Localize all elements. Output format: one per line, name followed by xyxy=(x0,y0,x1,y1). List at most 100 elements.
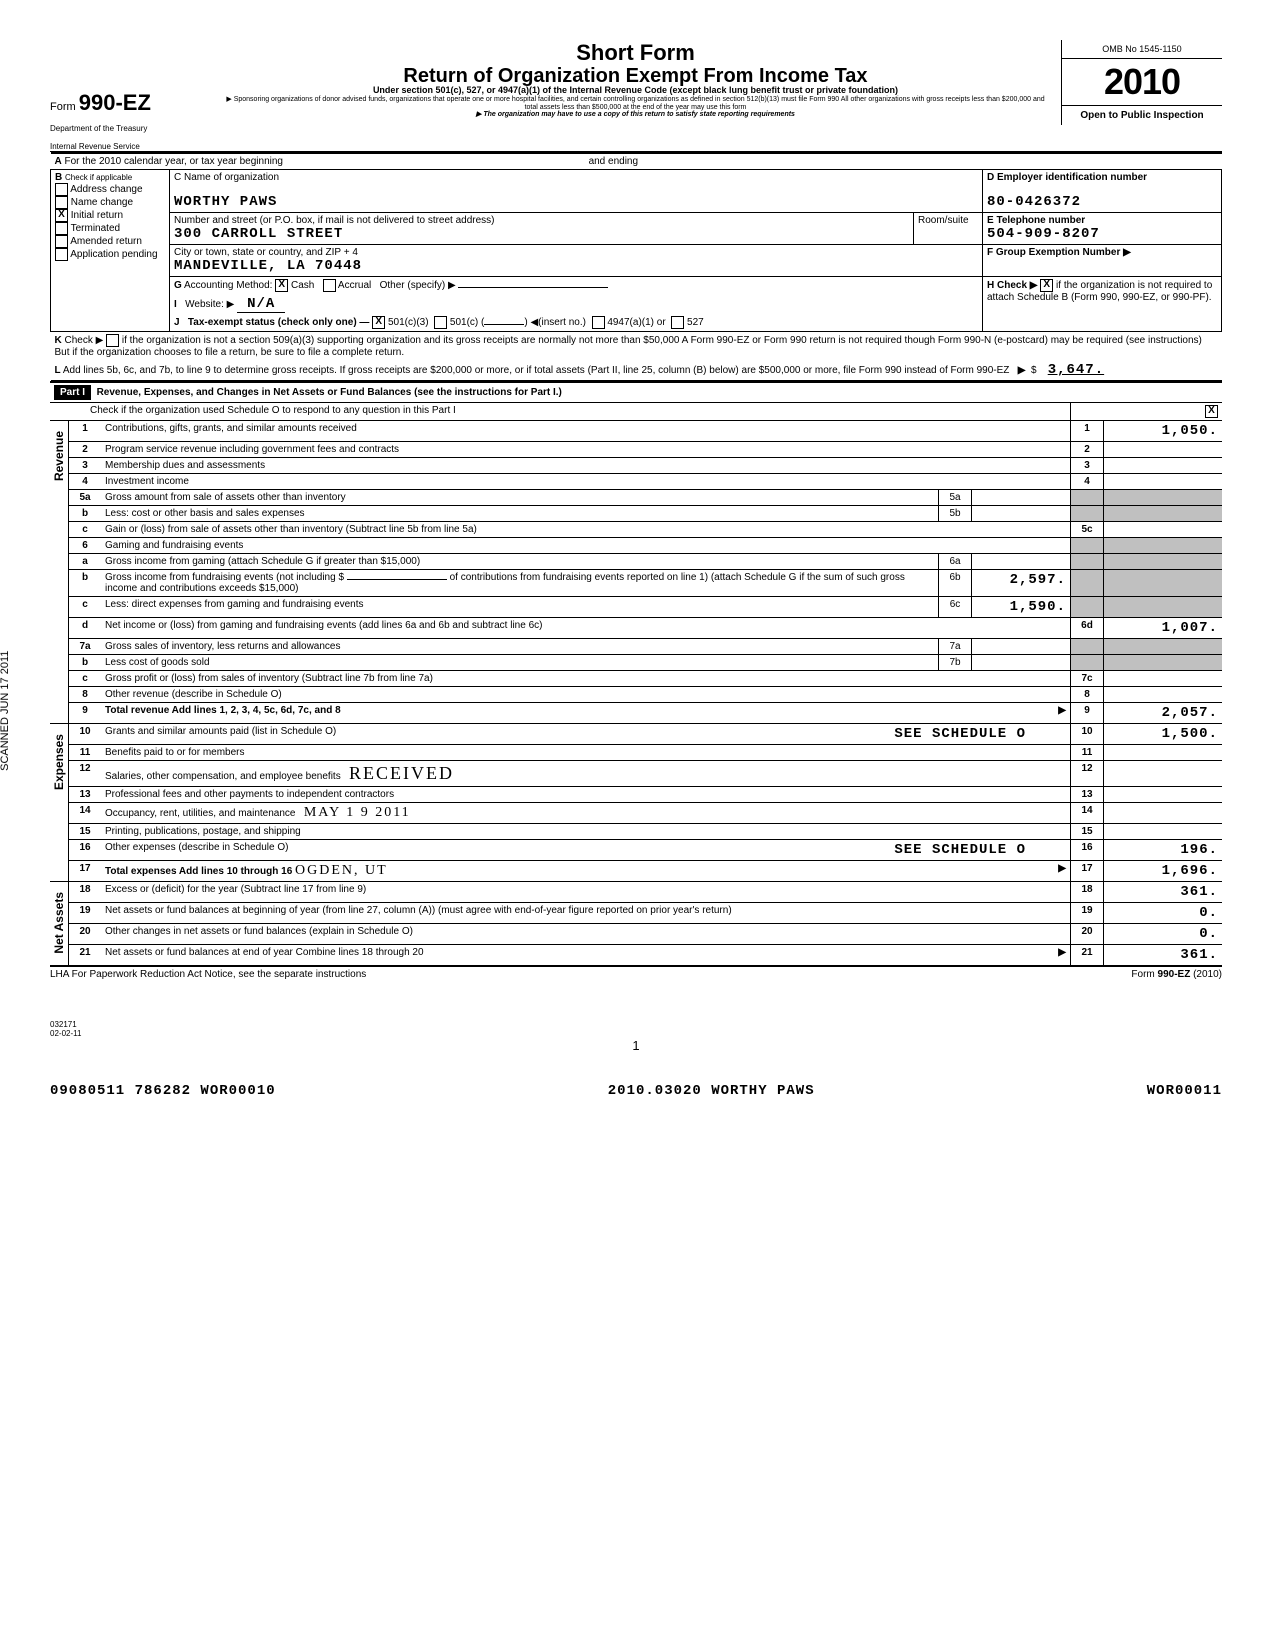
501c3-checkbox[interactable]: X xyxy=(372,316,385,329)
line-ref: 17 xyxy=(1071,861,1104,882)
line-amount: 361. xyxy=(1104,882,1223,903)
accrual-label: Accrual xyxy=(338,280,371,291)
subtitle: Under section 501(c), 527, or 4947(a)(1)… xyxy=(220,86,1051,96)
addr-change-checkbox[interactable] xyxy=(55,183,68,196)
inner-amount: 2,597. xyxy=(972,570,1071,597)
line-amount: 1,500. xyxy=(1104,724,1223,745)
line-num: 3 xyxy=(69,458,102,474)
line-num: c xyxy=(69,522,102,538)
501c3-label: 501(c)(3) xyxy=(388,317,429,328)
line-num: 18 xyxy=(69,882,102,903)
open-public: Open to Public Inspection xyxy=(1062,106,1222,125)
501c-checkbox[interactable] xyxy=(434,316,447,329)
line-ref: 21 xyxy=(1071,945,1104,966)
line-ref: 4 xyxy=(1071,474,1104,490)
amended-checkbox[interactable] xyxy=(55,235,68,248)
line-amount xyxy=(1104,761,1223,787)
line-num: 19 xyxy=(69,903,102,924)
sched-b-checkbox[interactable]: X xyxy=(1040,279,1053,292)
501c-label: 501(c) ( xyxy=(450,317,484,328)
cash-label: Cash xyxy=(291,280,314,291)
app-pending-label: Application pending xyxy=(70,249,157,260)
line-amount xyxy=(1104,824,1223,840)
line-ref: 3 xyxy=(1071,458,1104,474)
line-ref: 18 xyxy=(1071,882,1104,903)
line-text: Contributions, gifts, grants, and simila… xyxy=(101,421,1071,442)
line-amount: 361. xyxy=(1104,945,1223,966)
line-num: 20 xyxy=(69,924,102,945)
inner-box: 6c xyxy=(939,597,972,618)
line-text: Less: cost or other basis and sales expe… xyxy=(101,506,939,522)
line-text: Occupancy, rent, utilities, and maintena… xyxy=(105,808,295,819)
line-num: 11 xyxy=(69,745,102,761)
line-num: c xyxy=(69,597,102,618)
line-text: Program service revenue including govern… xyxy=(101,442,1071,458)
code1: 032171 xyxy=(50,1020,1222,1029)
line-text: Salaries, other compensation, and employ… xyxy=(105,771,341,782)
line-ref: 10 xyxy=(1071,724,1104,745)
4947-label: 4947(a)(1) or xyxy=(607,317,665,328)
inner-box: 7a xyxy=(939,639,972,655)
k-label: Check ▶ xyxy=(65,335,104,346)
line-amount xyxy=(1104,458,1223,474)
line-ref: 6d xyxy=(1071,618,1104,639)
l-amount: 3,647. xyxy=(1048,362,1104,378)
line-num: a xyxy=(69,554,102,570)
line-ref: 15 xyxy=(1071,824,1104,840)
inner-box: 6a xyxy=(939,554,972,570)
line-text: Less cost of goods sold xyxy=(101,655,939,671)
ein: 80-0426372 xyxy=(987,194,1081,210)
inner-amount: 1,590. xyxy=(972,597,1071,618)
527-checkbox[interactable] xyxy=(671,316,684,329)
date-stamp: MAY 1 9 2011 xyxy=(304,805,411,820)
omb-number: OMB No 1545-1150 xyxy=(1062,40,1222,59)
cash-checkbox[interactable]: X xyxy=(275,279,288,292)
tax-year: 2010 xyxy=(1062,59,1222,106)
initial-return-checkbox[interactable]: X xyxy=(55,209,68,222)
part1-title: Revenue, Expenses, and Changes in Net As… xyxy=(97,387,562,398)
sched-o-checkbox[interactable]: X xyxy=(1205,405,1218,418)
website-label: Website: ▶ xyxy=(185,299,234,310)
line-num: b xyxy=(69,506,102,522)
inner-box: 5b xyxy=(939,506,972,522)
line-text: Net assets or fund balances at beginning… xyxy=(101,903,1071,924)
line-text: Gross profit or (loss) from sales of inv… xyxy=(101,671,1071,687)
terminated-checkbox[interactable] xyxy=(55,222,68,235)
name-change-checkbox[interactable] xyxy=(55,196,68,209)
527-label: 527 xyxy=(687,317,704,328)
line-amount xyxy=(1104,442,1223,458)
expenses-vert-label: Expenses xyxy=(50,724,68,800)
irs: Internal Revenue Service xyxy=(50,142,210,152)
name-change-label: Name change xyxy=(71,197,133,208)
line-ref: 12 xyxy=(1071,761,1104,787)
line-amount xyxy=(1104,745,1223,761)
line-num: 16 xyxy=(69,840,102,861)
revenue-vert-label: Revenue xyxy=(50,421,68,491)
terminated-label: Terminated xyxy=(71,223,120,234)
line-num: 17 xyxy=(69,861,102,882)
line-num: c xyxy=(69,671,102,687)
app-pending-checkbox[interactable] xyxy=(55,248,68,261)
line-amount xyxy=(1104,474,1223,490)
line-num: 14 xyxy=(69,803,102,824)
line-amount: 1,050. xyxy=(1104,421,1223,442)
part1-table: Part I Revenue, Expenses, and Changes in… xyxy=(50,381,1222,966)
inner-amount xyxy=(972,490,1071,506)
line-text: Less: direct expenses from gaming and fu… xyxy=(101,597,939,618)
org-name: WORTHY PAWS xyxy=(174,194,277,210)
line-ref: 11 xyxy=(1071,745,1104,761)
city: MANDEVILLE, LA 70448 xyxy=(174,258,362,274)
line-num: 21 xyxy=(69,945,102,966)
line-num: 6 xyxy=(69,538,102,554)
footer-mid: 2010.03020 WORTHY PAWS xyxy=(608,1083,815,1099)
k-checkbox[interactable] xyxy=(106,334,119,347)
accrual-checkbox[interactable] xyxy=(323,279,336,292)
sponsor-note: ▶ Sponsoring organizations of donor advi… xyxy=(220,96,1051,111)
line-num: 2 xyxy=(69,442,102,458)
copy-note: ▶ The organization may have to use a cop… xyxy=(220,111,1051,119)
form-number: Form 990-EZ xyxy=(50,90,210,116)
line-text: Total revenue Add lines 1, 2, 3, 4, 5c, … xyxy=(105,705,341,716)
line-num: 1 xyxy=(69,421,102,442)
4947-checkbox[interactable] xyxy=(592,316,605,329)
line-amount: 0. xyxy=(1104,903,1223,924)
